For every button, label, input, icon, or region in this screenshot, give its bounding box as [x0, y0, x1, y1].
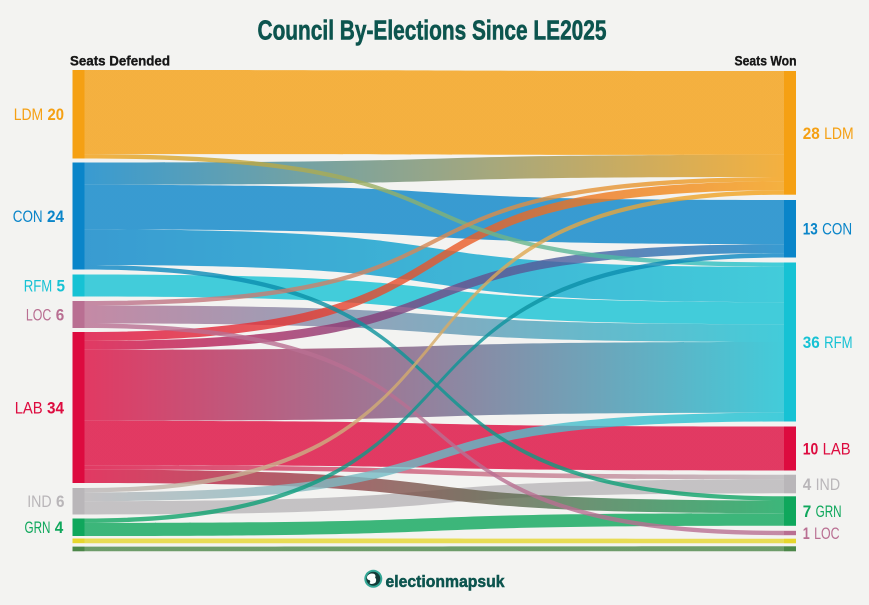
svg-text:24: 24	[47, 208, 65, 226]
svg-text:GRN: GRN	[25, 519, 51, 537]
svg-text:7: 7	[803, 503, 812, 521]
svg-text:electionmapsuk: electionmapsuk	[386, 572, 505, 591]
svg-text:28: 28	[803, 125, 820, 143]
svg-text:Council By-Elections Since LE2: Council By-Elections Since LE2025	[258, 15, 607, 46]
svg-text:6: 6	[56, 493, 65, 511]
svg-text:5: 5	[57, 277, 66, 295]
svg-text:LAB: LAB	[15, 399, 43, 417]
svg-text:GRN: GRN	[816, 503, 842, 521]
svg-text:Seats Won: Seats Won	[735, 53, 797, 69]
svg-text:CON: CON	[822, 221, 852, 239]
svg-text:LDM: LDM	[14, 106, 44, 124]
svg-text:LOC: LOC	[814, 525, 840, 543]
svg-text:34: 34	[47, 399, 65, 417]
svg-text:13: 13	[803, 221, 818, 239]
svg-text:36: 36	[803, 334, 820, 352]
svg-text:IND: IND	[816, 476, 841, 494]
svg-text:20: 20	[48, 106, 65, 124]
svg-text:LAB: LAB	[823, 440, 851, 458]
svg-text:4: 4	[803, 476, 812, 494]
svg-text:IND: IND	[27, 493, 52, 511]
svg-text:6: 6	[56, 306, 64, 324]
svg-text:RFM: RFM	[824, 334, 853, 352]
svg-text:LDM: LDM	[824, 125, 854, 143]
svg-text:Seats Defended: Seats Defended	[70, 53, 170, 69]
svg-text:LOC: LOC	[26, 306, 52, 324]
svg-text:10: 10	[803, 440, 819, 458]
svg-text:1: 1	[803, 525, 810, 543]
svg-text:RFM: RFM	[24, 277, 53, 295]
svg-text:CON: CON	[13, 208, 43, 226]
svg-text:4: 4	[55, 519, 64, 537]
